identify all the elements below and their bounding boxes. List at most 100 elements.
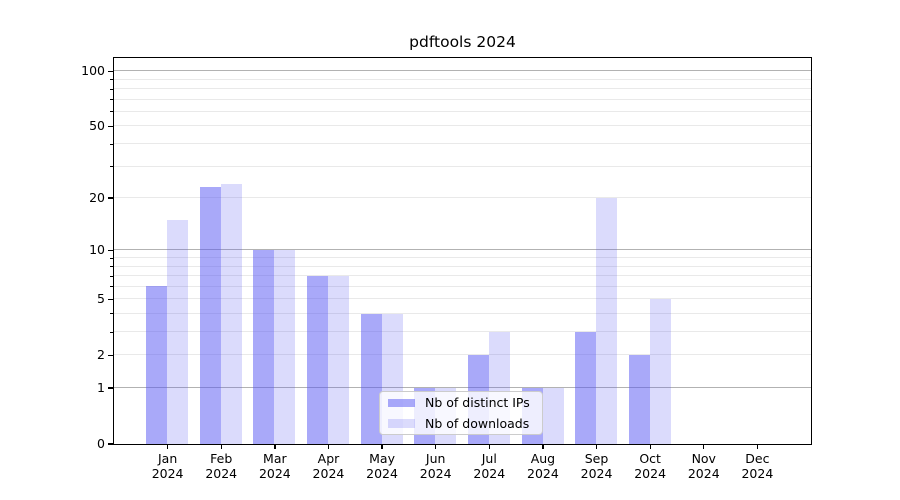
bar-distinct-ips-oct-2024: [628, 354, 650, 444]
gridline-minor: [113, 88, 811, 90]
x-tick-mark: [595, 444, 598, 449]
x-tick-year: 2024: [419, 466, 452, 481]
x-tick-mark: [274, 444, 276, 449]
y-minor-tick-mark: [110, 286, 113, 288]
x-tick-mark: [381, 444, 383, 449]
x-tick-month: Mar: [263, 451, 287, 466]
x-tick-label: Nov 2024: [672, 451, 736, 481]
y-tick-label: 50: [89, 118, 105, 134]
bar-downloads-sep-2024: [596, 197, 618, 444]
x-tick-year: 2024: [258, 466, 291, 481]
x-tick-mark: [756, 444, 759, 449]
gridline-minor: [113, 313, 811, 315]
x-tick-month: Jul: [481, 451, 497, 466]
x-tick-year: 2024: [741, 466, 774, 481]
x-tick-year: 2024: [527, 466, 559, 481]
y-minor-tick-mark: [110, 166, 113, 168]
legend-entry: Nb of distinct IPs: [388, 394, 534, 412]
gridline-major: [113, 70, 811, 72]
bar-distinct-ips-mar-2024: [253, 249, 275, 444]
x-tick-mark: [435, 444, 437, 449]
y-minor-tick-mark: [110, 99, 113, 101]
x-tick-mark: [167, 444, 169, 449]
x-tick-label: Jul 2024: [457, 451, 521, 481]
chart-title: pdftools 2024: [409, 33, 516, 51]
gridline-minor: [113, 143, 811, 145]
x-tick-year: 2024: [205, 466, 238, 481]
x-tick-year: 2024: [634, 466, 667, 481]
y-tick-mark: [108, 70, 113, 72]
gridline-minor: [113, 331, 811, 333]
bar-distinct-ips-jan-2024: [146, 286, 168, 444]
y-tick-label: 0: [97, 436, 105, 451]
x-tick-label: May 2024: [350, 451, 414, 481]
x-tick-year: 2024: [366, 466, 398, 481]
y-tick-mark: [108, 354, 113, 356]
bar-distinct-ips-may-2024: [360, 313, 382, 444]
x-tick-month: Feb: [210, 451, 233, 466]
x-tick-month: Dec: [745, 451, 770, 466]
y-tick-label: 1: [97, 380, 105, 395]
y-tick-label: 100: [81, 63, 105, 79]
x-tick-month: Aug: [530, 451, 556, 466]
x-tick-month: Apr: [317, 451, 340, 466]
plot-area: [112, 56, 812, 445]
x-tick-mark: [327, 444, 330, 449]
gridline-major: [113, 387, 811, 389]
x-tick-year: 2024: [580, 466, 613, 481]
gridline-minor: [113, 354, 811, 356]
bar-downloads-oct-2024: [649, 298, 671, 444]
y-minor-tick-mark: [110, 88, 113, 90]
y-minor-tick-mark: [110, 275, 113, 277]
x-tick-month: Sep: [584, 451, 609, 466]
x-tick-mark: [542, 444, 544, 449]
bar-distinct-ips-feb-2024: [199, 186, 221, 444]
y-tick-mark: [108, 197, 113, 199]
bar-downloads-mar-2024: [274, 249, 296, 444]
y-minor-tick-mark: [110, 266, 113, 267]
x-tick-label: Jun 2024: [404, 451, 468, 481]
bar-distinct-ips-apr-2024: [307, 275, 329, 444]
legend-swatch: [388, 419, 415, 428]
x-tick-label: Oct 2024: [618, 451, 682, 481]
x-tick-month: Oct: [639, 451, 661, 466]
y-minor-tick-mark: [110, 331, 113, 333]
x-tick-year: 2024: [687, 466, 720, 481]
legend-entry: Nb of downloads: [388, 415, 534, 433]
legend-label: Nb of distinct IPs: [425, 395, 530, 411]
y-minor-tick-mark: [110, 313, 113, 315]
x-tick-month: Jun: [425, 451, 446, 466]
gridline-minor: [113, 298, 811, 300]
y-tick-label: 5: [97, 291, 105, 307]
x-tick-year: 2024: [312, 466, 345, 481]
y-tick-mark: [108, 387, 113, 389]
y-tick-label: 10: [89, 242, 105, 258]
y-tick-label: 20: [89, 190, 105, 206]
x-tick-label: Sep 2024: [565, 451, 629, 481]
x-tick-label: Jan 2024: [136, 451, 200, 481]
bar-distinct-ips-sep-2024: [575, 331, 597, 444]
x-tick-mark: [220, 444, 222, 449]
legend-swatch: [388, 398, 415, 407]
x-tick-year: 2024: [151, 466, 184, 481]
y-minor-tick-mark: [110, 257, 113, 259]
gridline-minor: [113, 285, 811, 287]
x-tick-label: Mar 2024: [243, 451, 307, 481]
x-tick-mark: [703, 444, 705, 449]
gridline-minor: [113, 111, 811, 113]
x-tick-month: Nov: [691, 451, 716, 466]
bar-downloads-apr-2024: [328, 275, 350, 444]
bar-downloads-feb-2024: [220, 183, 242, 444]
y-tick-label: 2: [97, 347, 105, 363]
x-tick-mark: [649, 444, 651, 449]
y-tick-mark: [108, 249, 113, 251]
gridline-minor: [113, 125, 811, 127]
gridline-major: [113, 249, 811, 251]
y-tick-mark: [108, 125, 113, 128]
gridline-minor: [113, 165, 811, 167]
x-tick-month: Jan: [157, 451, 178, 466]
x-tick-label: Apr 2024: [296, 451, 360, 481]
gridline-minor: [113, 265, 811, 267]
y-minor-tick-mark: [110, 143, 113, 145]
y-minor-tick-mark: [110, 111, 113, 113]
